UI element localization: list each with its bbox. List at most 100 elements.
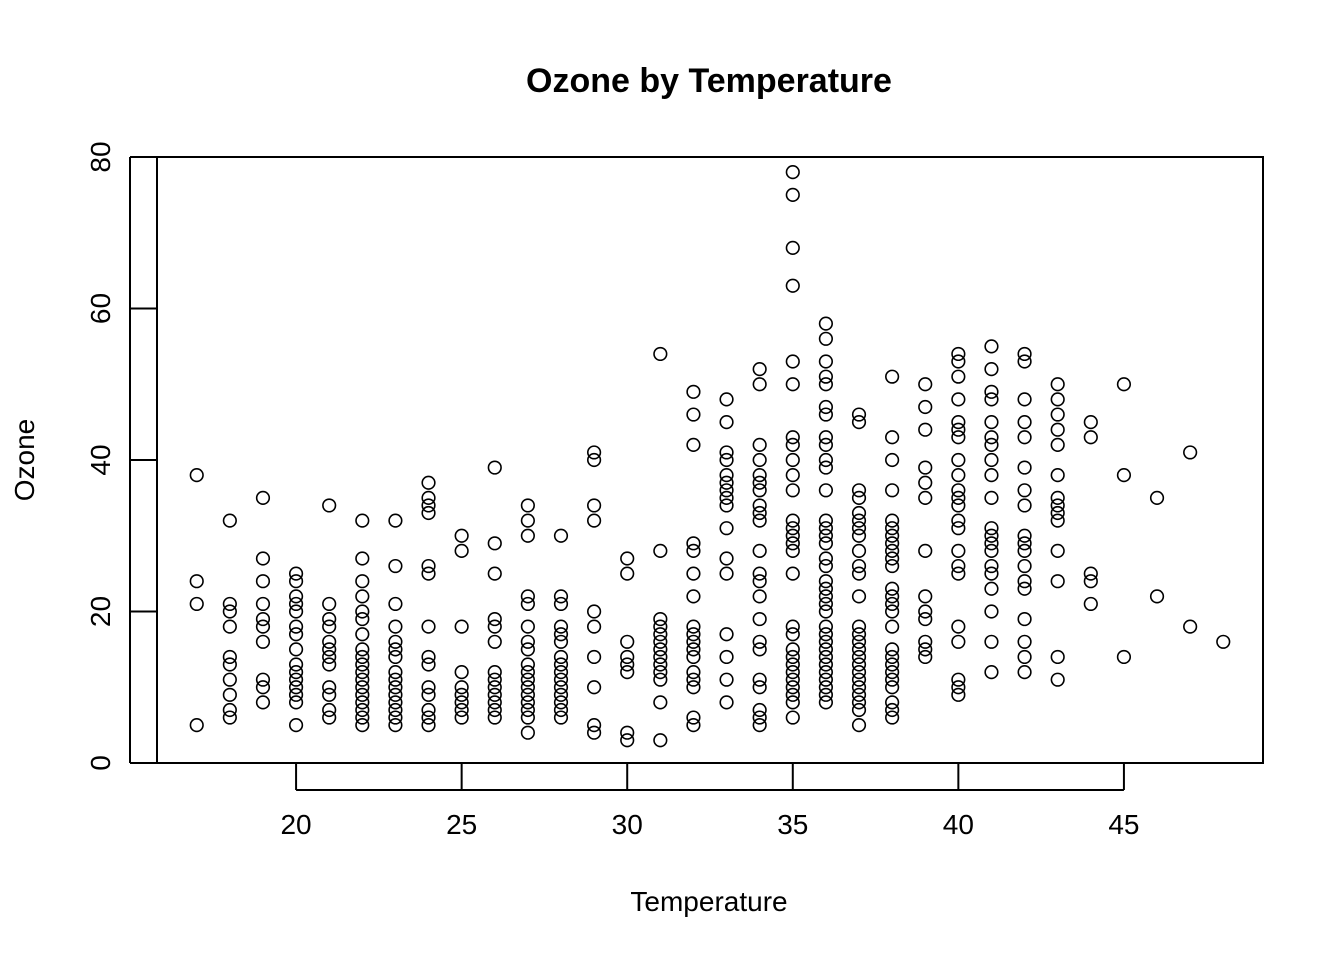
- data-point: [1149, 589, 1165, 604]
- data-point: [322, 710, 337, 725]
- chart-title: Ozone by Temperature: [526, 62, 892, 100]
- data-point: [355, 589, 370, 604]
- data-point: [487, 710, 502, 725]
- data-point: [222, 657, 237, 672]
- data-point: [785, 695, 800, 710]
- data-point: [951, 680, 966, 695]
- data-point: [984, 558, 999, 574]
- data-point: [388, 649, 403, 665]
- data-point: [984, 581, 999, 596]
- data-point: [686, 634, 701, 649]
- data-point: [851, 718, 867, 733]
- data-point: [719, 468, 734, 483]
- x-tick-label: 30: [612, 809, 643, 840]
- data-point: [686, 718, 701, 733]
- data-point: [487, 619, 502, 634]
- data-point: [818, 581, 833, 596]
- data-point: [620, 551, 635, 566]
- data-point: [752, 702, 767, 718]
- y-axis: 0 20 40 60 80: [85, 141, 157, 771]
- data-point: [454, 702, 469, 718]
- data-point: [918, 422, 933, 437]
- data-point: [686, 384, 701, 399]
- data-point: [487, 611, 502, 627]
- data-point: [288, 574, 304, 589]
- data-point: [851, 490, 867, 505]
- data-point: [421, 702, 436, 718]
- data-point: [984, 634, 999, 649]
- data-point: [818, 642, 833, 657]
- data-point: [818, 596, 833, 612]
- data-point: [322, 642, 337, 657]
- data-point: [885, 672, 900, 687]
- data-point: [1017, 483, 1032, 498]
- data-point: [322, 498, 337, 513]
- data-point: [818, 536, 833, 551]
- data-point: [1116, 649, 1132, 665]
- data-point: [752, 475, 767, 490]
- data-point: [818, 619, 833, 634]
- data-point: [653, 657, 668, 672]
- data-point: [189, 596, 204, 612]
- data-point: [885, 657, 900, 672]
- data-point: [851, 528, 867, 543]
- data-point: [288, 695, 304, 710]
- data-point: [1083, 574, 1098, 589]
- data-point: [355, 710, 370, 725]
- data-point: [421, 558, 436, 574]
- data-point: [255, 672, 271, 687]
- data-point: [686, 589, 701, 604]
- data-point: [951, 430, 966, 445]
- data-point: [885, 483, 900, 498]
- data-point: [885, 430, 900, 445]
- data-point: [1050, 498, 1065, 513]
- data-point: [719, 445, 734, 460]
- data-point: [686, 627, 701, 642]
- data-point: [222, 672, 237, 687]
- data-point: [851, 702, 867, 718]
- data-point: [288, 657, 304, 672]
- data-point: [1216, 634, 1231, 649]
- data-point: [421, 649, 436, 665]
- data-point: [818, 574, 833, 589]
- data-point: [1050, 649, 1065, 665]
- data-point: [421, 657, 436, 672]
- data-point: [818, 460, 833, 475]
- data-point: [388, 642, 403, 657]
- data-point: [1050, 490, 1065, 505]
- data-point: [785, 642, 800, 657]
- data-point: [851, 619, 867, 634]
- data-point: [1017, 430, 1032, 445]
- data-point: [818, 649, 833, 665]
- data-point: [719, 566, 734, 581]
- data-point: [851, 483, 867, 498]
- data-point: [1050, 672, 1065, 687]
- data-point: [553, 649, 569, 665]
- data-point: [1050, 437, 1065, 452]
- data-point: [653, 664, 668, 680]
- data-point: [951, 346, 966, 362]
- data-point: [686, 407, 701, 422]
- data-point: [984, 536, 999, 551]
- data-point: [984, 543, 999, 559]
- data-point: [752, 452, 767, 468]
- data-point: [454, 543, 469, 559]
- data-point: [653, 733, 668, 748]
- data-point: [752, 718, 767, 733]
- data-point: [520, 657, 535, 672]
- data-point: [288, 718, 304, 733]
- data-point: [520, 634, 535, 649]
- data-point: [951, 490, 966, 505]
- data-point: [653, 543, 668, 559]
- data-point: [785, 566, 800, 581]
- data-point: [951, 566, 966, 581]
- data-point: [752, 468, 767, 483]
- y-tick-label: 0: [85, 755, 116, 771]
- data-point: [1050, 468, 1065, 483]
- data-point: [752, 672, 767, 687]
- data-point: [288, 672, 304, 687]
- data-point: [719, 649, 734, 665]
- data-point: [719, 695, 734, 710]
- data-point: [255, 695, 271, 710]
